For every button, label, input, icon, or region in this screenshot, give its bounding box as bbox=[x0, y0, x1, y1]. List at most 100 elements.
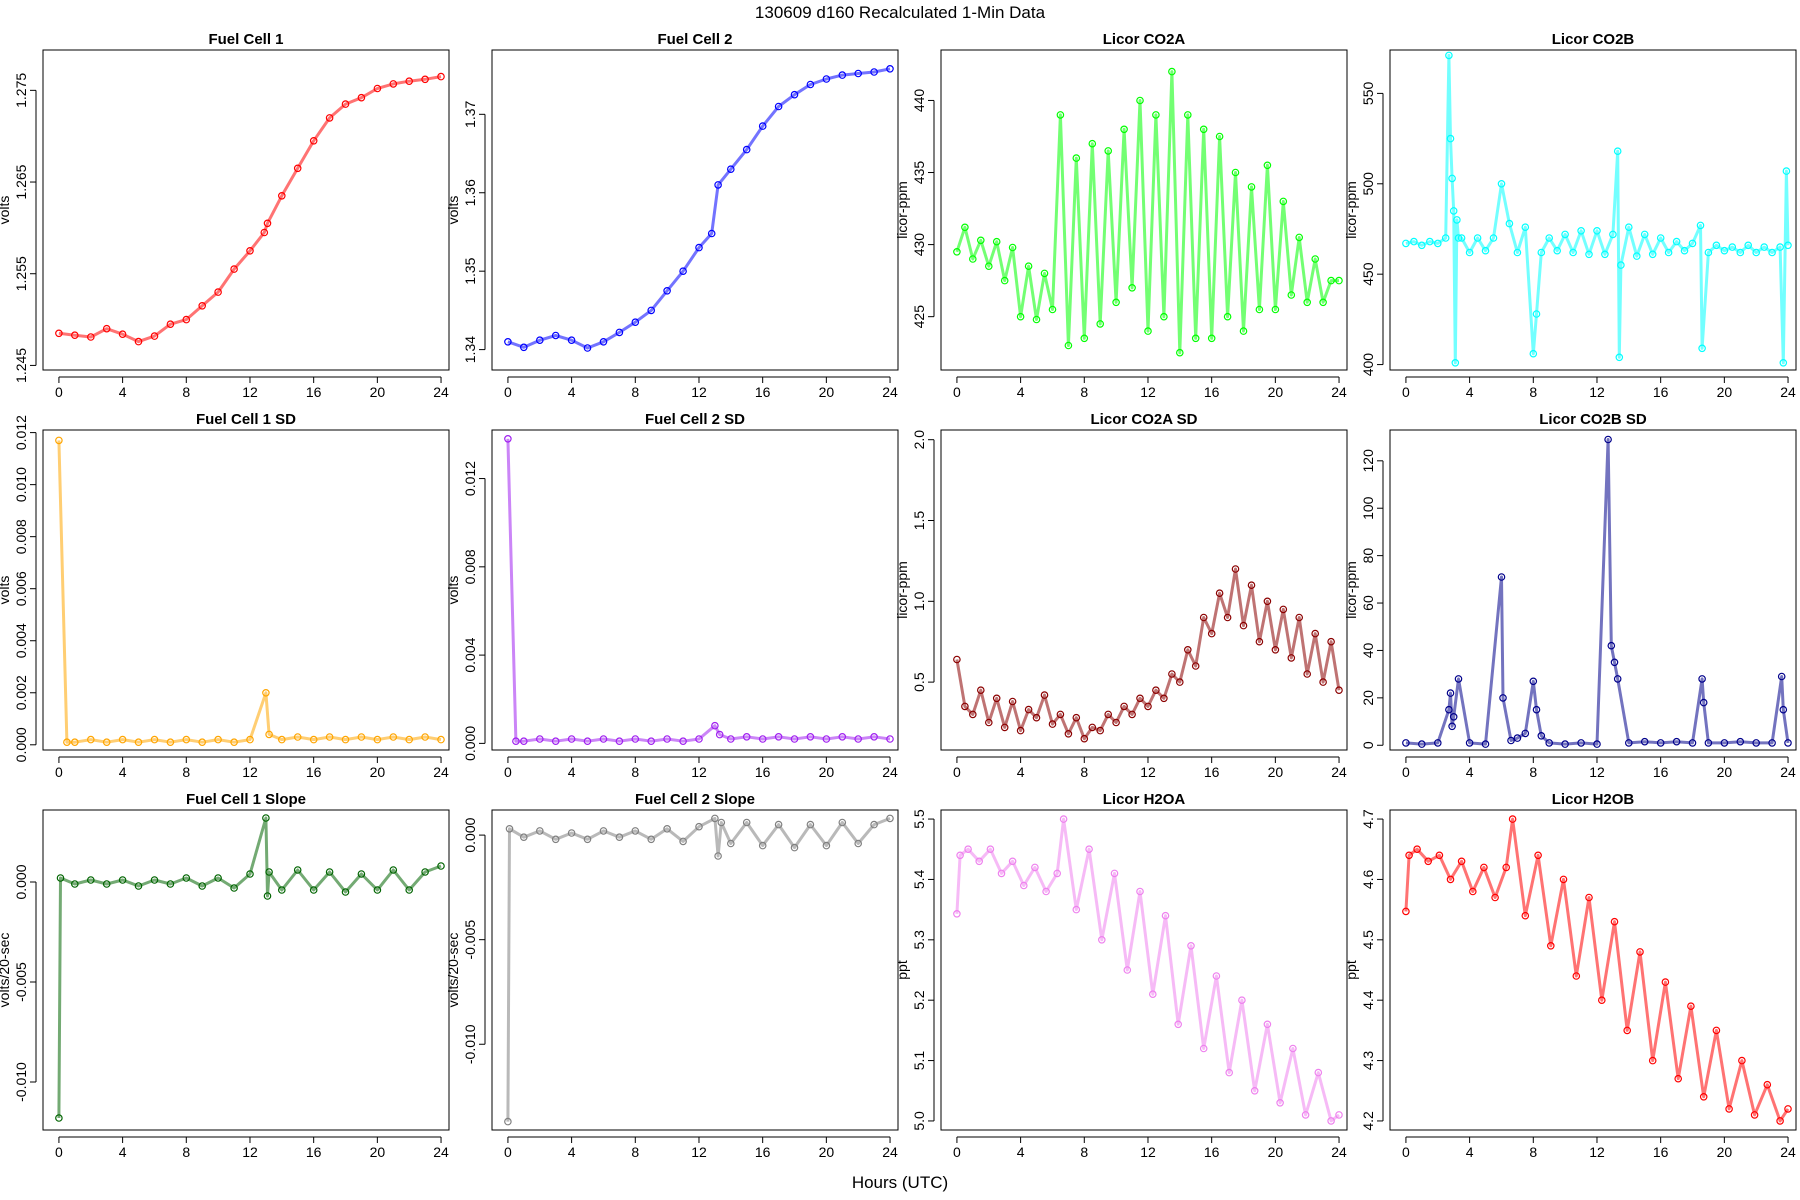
data-point bbox=[1672, 237, 1681, 246]
x-tick-label: 20 bbox=[370, 1144, 386, 1160]
data-point bbox=[1008, 857, 1017, 866]
data-point bbox=[437, 862, 445, 870]
y-tick-label: 5.3 bbox=[911, 930, 927, 950]
x-tick-label: 12 bbox=[242, 764, 258, 780]
data-point bbox=[1136, 694, 1144, 703]
data-point bbox=[1446, 134, 1455, 143]
data-point bbox=[389, 866, 398, 874]
data-point bbox=[246, 247, 254, 255]
data-point bbox=[405, 735, 414, 744]
data-point bbox=[1445, 51, 1453, 60]
data-point bbox=[1750, 1111, 1759, 1119]
y-tick-label: 0.004 bbox=[462, 637, 478, 672]
data-point bbox=[1688, 239, 1697, 248]
y-tick-label: -0.005 bbox=[462, 920, 478, 960]
data-point bbox=[599, 827, 608, 835]
data-point bbox=[599, 735, 608, 743]
data-point bbox=[886, 814, 894, 823]
data-point bbox=[71, 880, 79, 888]
data-point bbox=[118, 330, 127, 339]
data-point bbox=[1418, 241, 1426, 250]
chart-panel: Licor H2OA 0 4 8 12 16 20 24 5.0 5.1 5.2 5.3 5.4 5.5 p… bbox=[894, 791, 1348, 1160]
data-point bbox=[357, 93, 366, 102]
data-point bbox=[984, 718, 993, 727]
chart-panel: Fuel Cell 2 0 4 8 12 16 20 24 1.34 1.35 1.36 1.37 vo… bbox=[445, 31, 899, 400]
data-point bbox=[1553, 246, 1562, 255]
data-point bbox=[1335, 1111, 1343, 1119]
data-point bbox=[1053, 869, 1062, 878]
data-point bbox=[1699, 698, 1708, 707]
data-point bbox=[551, 737, 560, 746]
x-tick-label: 4 bbox=[568, 764, 576, 780]
data-point bbox=[1426, 237, 1434, 246]
x-tick-label: 0 bbox=[55, 384, 63, 400]
y-tick-label: 5.2 bbox=[911, 990, 927, 1010]
data-point bbox=[1215, 589, 1224, 598]
y-tick-label: 1.245 bbox=[13, 348, 29, 383]
data-point bbox=[1212, 972, 1221, 980]
data-point bbox=[838, 818, 847, 827]
x-tick-label: 8 bbox=[631, 1144, 639, 1160]
y-tick-label: 1.35 bbox=[462, 257, 478, 284]
data-point bbox=[198, 738, 207, 747]
data-point bbox=[1289, 1044, 1297, 1053]
data-point bbox=[1176, 678, 1184, 686]
x-tick-label: 8 bbox=[182, 384, 190, 400]
data-point bbox=[1207, 334, 1216, 343]
data-point bbox=[599, 337, 608, 346]
x-tick-label: 16 bbox=[1204, 384, 1220, 400]
x-tick-label: 8 bbox=[1080, 384, 1088, 400]
data-point bbox=[822, 75, 831, 83]
data-point bbox=[1696, 221, 1705, 230]
data-point bbox=[679, 267, 687, 276]
data-point bbox=[964, 845, 972, 854]
data-point bbox=[71, 331, 79, 340]
data-point bbox=[1112, 718, 1120, 727]
data-point bbox=[1295, 233, 1304, 242]
data-point bbox=[260, 228, 269, 237]
y-tick-label: 2.0 bbox=[911, 430, 927, 450]
x-tick-label: 24 bbox=[1780, 1144, 1796, 1160]
x-tick-label: 8 bbox=[1529, 1144, 1537, 1160]
data-point bbox=[357, 733, 366, 741]
data-point bbox=[1123, 966, 1132, 974]
data-point bbox=[87, 735, 95, 744]
data-point bbox=[1736, 737, 1745, 746]
data-point bbox=[1521, 911, 1530, 920]
data-point bbox=[1184, 645, 1192, 654]
data-point bbox=[1441, 234, 1450, 242]
data-point bbox=[230, 265, 238, 273]
y-tick-label: 5.4 bbox=[911, 869, 927, 889]
data-point bbox=[1712, 241, 1721, 250]
panel-title: Fuel Cell 2 bbox=[657, 31, 732, 48]
data-point bbox=[707, 229, 716, 238]
data-point bbox=[1688, 739, 1697, 747]
data-point bbox=[567, 336, 576, 345]
data-point bbox=[1623, 1026, 1632, 1035]
data-point bbox=[1545, 739, 1554, 747]
chart-panel: Fuel Cell 1 SD 0 4 8 12 16 20 24 0.000 0.002 0.004… bbox=[0, 411, 450, 780]
data-point bbox=[1687, 1002, 1695, 1011]
data-point bbox=[1779, 358, 1788, 367]
plot-frame bbox=[1389, 809, 1797, 1131]
data-point bbox=[647, 737, 656, 746]
x-tick-label: 24 bbox=[433, 1144, 449, 1160]
x-tick-label: 8 bbox=[631, 764, 639, 780]
data-point bbox=[1648, 1056, 1657, 1065]
y-tick-label: 4.5 bbox=[1360, 930, 1376, 950]
data-point bbox=[961, 223, 969, 232]
y-axis-label: ppt bbox=[894, 960, 910, 980]
x-tick-label: 24 bbox=[1331, 1144, 1347, 1160]
x-tick-label: 8 bbox=[1080, 1144, 1088, 1160]
data-point bbox=[1784, 1105, 1792, 1113]
data-point bbox=[535, 735, 544, 743]
data-point bbox=[118, 876, 127, 884]
x-tick-label: 4 bbox=[1017, 764, 1025, 780]
data-point bbox=[1725, 1105, 1733, 1113]
y-axis-label: licor-ppm bbox=[894, 561, 910, 619]
y-tick-label: 5.5 bbox=[911, 809, 927, 829]
panel-title: Licor CO2B SD bbox=[1539, 411, 1647, 428]
data-point bbox=[1545, 234, 1554, 242]
data-point bbox=[631, 318, 640, 327]
y-axis-label: volts bbox=[0, 576, 12, 605]
